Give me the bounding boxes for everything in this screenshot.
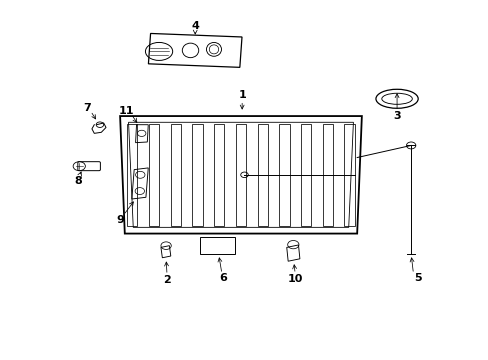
Text: 2: 2 (163, 275, 171, 285)
Text: 6: 6 (219, 274, 227, 283)
Text: 5: 5 (413, 274, 421, 283)
Text: 10: 10 (287, 274, 302, 284)
Text: 8: 8 (74, 176, 81, 186)
Text: 7: 7 (83, 103, 91, 113)
Text: 11: 11 (118, 106, 134, 116)
Text: 1: 1 (238, 90, 245, 100)
Text: 3: 3 (392, 111, 400, 121)
Bar (200, 237, 235, 254)
Text: 4: 4 (191, 21, 199, 31)
Text: 9: 9 (116, 215, 124, 225)
